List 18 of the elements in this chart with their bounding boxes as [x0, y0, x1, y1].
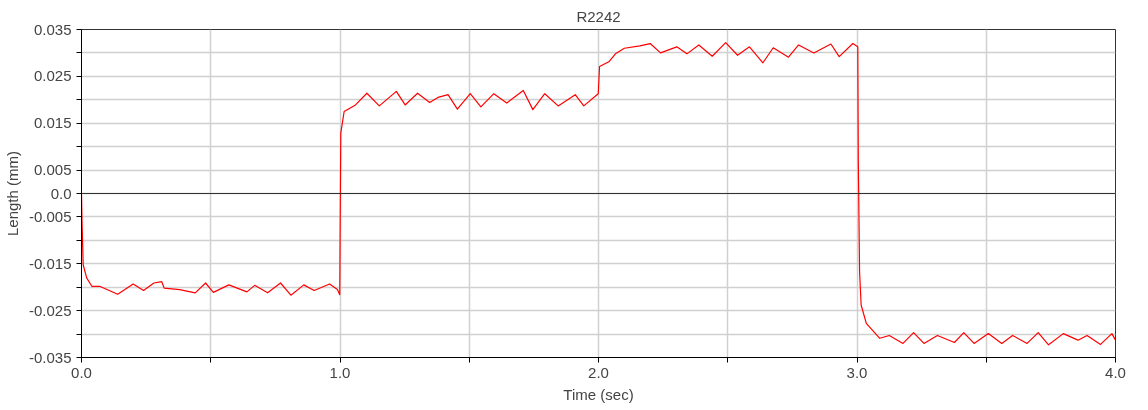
x-tick-label: 4.0: [1105, 363, 1126, 381]
y-tick-label: 0.0: [50, 184, 72, 202]
x-tick-label: 3.0: [846, 363, 868, 381]
y-tick-label: 0.035: [33, 20, 72, 38]
y-tick-label: -0.025: [28, 301, 72, 319]
x-tick-label: 2.0: [588, 363, 609, 381]
y-tick-label: 0.025: [33, 67, 72, 85]
chart-title: R2242: [576, 7, 621, 25]
x-tick-label: 1.0: [329, 363, 351, 381]
y-tick-label: 0.015: [33, 114, 72, 132]
y-tick-label: 0.005: [33, 161, 72, 179]
line-series: [81, 42, 1116, 346]
y-tick-label: -0.035: [28, 348, 72, 366]
y-tick-label: -0.015: [28, 254, 72, 272]
y-tick-label: -0.005: [28, 207, 72, 225]
x-tick-label: 0.0: [71, 363, 92, 381]
x-axis-title: Time (sec): [563, 385, 634, 403]
y-axis-title: Length (mm): [3, 150, 21, 237]
